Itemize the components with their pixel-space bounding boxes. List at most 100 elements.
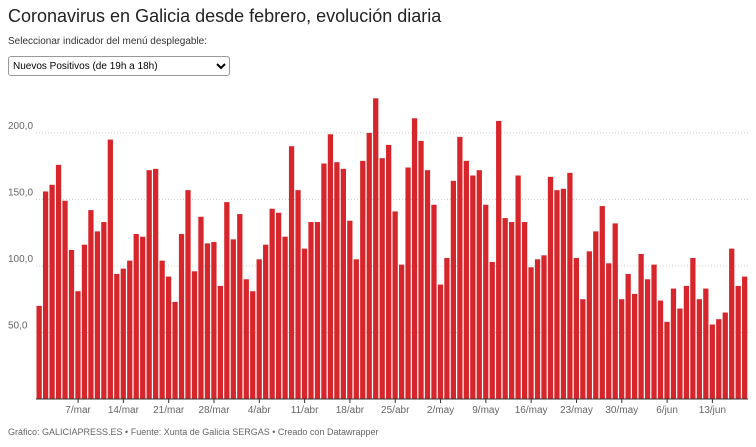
bar <box>729 248 735 399</box>
bar <box>353 259 359 399</box>
bar <box>651 264 657 399</box>
bar <box>457 136 463 399</box>
bar <box>88 210 94 399</box>
bar <box>411 118 418 399</box>
bar <box>599 206 605 399</box>
bar <box>716 319 722 399</box>
bar <box>159 260 165 399</box>
bar <box>133 234 139 399</box>
bar <box>198 216 204 399</box>
bar <box>178 234 185 399</box>
bar <box>742 276 748 399</box>
bar <box>243 279 249 399</box>
bar <box>340 168 346 399</box>
bar <box>534 259 541 399</box>
bar <box>204 243 211 399</box>
bar <box>631 293 638 399</box>
bar <box>386 144 392 399</box>
x-tick-label: 13/jun <box>699 405 726 416</box>
bar <box>224 202 230 399</box>
bar <box>470 175 476 399</box>
bar <box>314 222 321 399</box>
bar <box>327 134 334 400</box>
bar <box>360 160 366 399</box>
y-tick-label: 50,0 <box>8 320 28 331</box>
bar <box>81 244 88 399</box>
bar <box>528 267 534 399</box>
bar <box>107 139 113 399</box>
x-tick-label: 21/mar <box>153 405 185 416</box>
bar <box>683 285 690 399</box>
x-tick-label: 25/abr <box>381 405 410 416</box>
bar <box>230 239 236 399</box>
bar <box>690 257 696 399</box>
bar <box>509 222 515 399</box>
bar <box>146 170 152 399</box>
y-tick-label: 200,0 <box>8 121 33 132</box>
bar <box>49 184 55 399</box>
bar <box>521 222 528 399</box>
bar <box>172 301 178 399</box>
bar <box>398 264 405 399</box>
bar <box>211 242 217 399</box>
bar <box>288 146 295 399</box>
bar <box>405 167 411 399</box>
bar <box>36 305 42 399</box>
bar <box>463 160 469 399</box>
bar <box>418 140 424 400</box>
bar <box>619 299 625 399</box>
bar <box>437 284 444 399</box>
subtitle: Seleccionar indicador del menú desplegab… <box>8 36 208 47</box>
bar <box>269 208 275 399</box>
bar <box>696 299 702 399</box>
bar <box>657 300 664 399</box>
indicator-dropdown[interactable]: Nuevos Positivos (de 19h a 18h) <box>8 56 230 76</box>
bar <box>722 312 728 399</box>
bar <box>644 279 651 399</box>
bar <box>191 271 198 399</box>
bar <box>120 268 126 399</box>
bar <box>263 244 269 399</box>
bar <box>321 163 327 399</box>
bar <box>450 180 457 399</box>
bar <box>431 204 437 399</box>
bar <box>606 263 612 399</box>
bar <box>127 260 133 399</box>
bar <box>392 211 398 399</box>
bar <box>424 170 431 399</box>
bar <box>573 257 580 399</box>
bar <box>275 212 282 399</box>
bar <box>625 273 631 399</box>
x-tick-label: 6/jun <box>656 405 678 416</box>
bar <box>664 321 670 399</box>
bar <box>75 291 81 399</box>
bar <box>580 299 586 399</box>
bar <box>476 170 482 399</box>
bar <box>515 175 521 399</box>
bar <box>496 120 502 399</box>
x-tick-label: 14/mar <box>108 405 140 416</box>
bar <box>560 188 567 399</box>
bar <box>295 190 301 399</box>
footer: Gráfico: GALICIAPRESS.ES • Fuente: Xunta… <box>8 427 379 437</box>
bar <box>165 276 172 399</box>
bar <box>114 273 120 399</box>
bar <box>379 158 385 399</box>
bar <box>593 231 599 399</box>
bar <box>282 236 288 399</box>
bar <box>670 288 677 399</box>
bar <box>256 259 262 399</box>
x-tick-label: 30/may <box>605 405 638 416</box>
x-tick-label: 9/may <box>472 405 499 416</box>
bar <box>153 168 159 399</box>
bar <box>301 248 308 399</box>
bar <box>612 223 618 399</box>
bar <box>366 132 372 400</box>
bar <box>502 218 508 399</box>
bar <box>709 324 715 399</box>
chart: 50,0 100,0 150,0 200,0 7/mar 14/mar 21/mar 28/m… <box>8 98 748 416</box>
bar <box>638 253 644 399</box>
bar <box>55 164 62 399</box>
bar <box>444 257 450 399</box>
bar <box>68 249 75 399</box>
